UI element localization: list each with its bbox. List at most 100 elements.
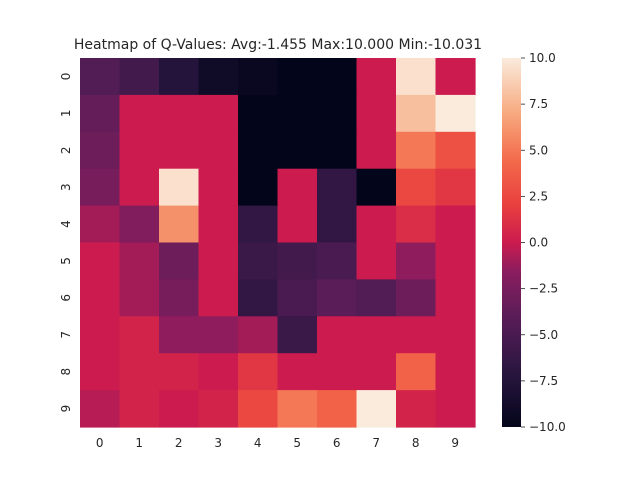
heatmap-cell-r2-c6 xyxy=(317,131,358,170)
heatmap-cell-r7-c9 xyxy=(435,316,476,354)
heatmap-cell-r5-c4 xyxy=(238,242,279,280)
heatmap-cell-r0-c4 xyxy=(238,58,279,96)
y-tick-label: 6 xyxy=(59,294,73,302)
heatmap-cell-r2-c9 xyxy=(435,131,476,170)
y-tick-label: 8 xyxy=(59,368,73,376)
heatmap-cell-r2-c1 xyxy=(119,131,160,170)
heatmap-cell-r0-c6 xyxy=(317,58,358,96)
heatmap-cell-r4-c0 xyxy=(80,205,121,244)
heatmap-cell-r1-c5 xyxy=(277,94,318,133)
heatmap-cell-r0-c9 xyxy=(435,58,476,96)
heatmap-cell-r6-c9 xyxy=(435,279,476,317)
heatmap-cell-r7-c5 xyxy=(277,316,318,354)
heatmap-cell-r8-c2 xyxy=(159,353,200,391)
heatmap-cell-r6-c0 xyxy=(80,279,121,317)
x-tick-label: 0 xyxy=(96,436,104,450)
heatmap-cell-r9-c4 xyxy=(238,390,279,428)
heatmap-cell-r9-c8 xyxy=(396,390,437,428)
heatmap-cell-r7-c3 xyxy=(198,316,239,354)
colorbar xyxy=(502,58,521,427)
heatmap-cell-r8-c4 xyxy=(238,353,279,391)
heatmap-cell-r2-c4 xyxy=(238,131,279,170)
heatmap-cell-r7-c1 xyxy=(119,316,160,354)
heatmap-cell-r6-c1 xyxy=(119,279,160,317)
y-axis-tick-labels: 0 1 2 3 4 5 6 7 8 9 xyxy=(59,73,73,413)
heatmap-cell-r9-c0 xyxy=(80,390,121,428)
colorbar-tick-label: −2.5 xyxy=(529,282,558,296)
heatmap-cell-r1-c2 xyxy=(159,94,200,133)
y-tick-label: 1 xyxy=(59,110,73,118)
heatmap-cell-r4-c9 xyxy=(435,205,476,244)
heatmap-cell-r0-c7 xyxy=(356,58,397,96)
heatmap-cell-r4-c8 xyxy=(396,205,437,244)
heatmap-cell-r3-c7 xyxy=(356,168,397,207)
heatmap-cell-r3-c8 xyxy=(396,168,437,207)
heatmap-cell-r5-c7 xyxy=(356,242,397,280)
heatmap-cell-r9-c6 xyxy=(317,390,358,428)
heatmap-cell-r7-c4 xyxy=(238,316,279,354)
heatmap-cell-r3-c5 xyxy=(277,168,318,207)
heatmap-cell-r9-c1 xyxy=(119,390,160,428)
x-tick-label: 8 xyxy=(412,436,420,450)
heatmap-cell-r6-c3 xyxy=(198,279,239,317)
heatmap-cell-r9-c7 xyxy=(356,390,397,428)
heatmap-cell-r8-c8 xyxy=(396,353,437,391)
heatmap-cell-r2-c5 xyxy=(277,131,318,170)
heatmap-cell-r1-c4 xyxy=(238,94,279,133)
colorbar-tick-label: −7.5 xyxy=(529,374,558,388)
x-tick-label: 9 xyxy=(451,436,459,450)
heatmap-cell-r2-c2 xyxy=(159,131,200,170)
heatmap-cell-r8-c0 xyxy=(80,353,121,391)
heatmap-cell-r3-c2 xyxy=(159,168,200,207)
heatmap-cell-r1-c1 xyxy=(119,94,160,133)
heatmap-cell-r1-c8 xyxy=(396,94,437,133)
x-tick-label: 1 xyxy=(135,436,143,450)
y-tick-label: 9 xyxy=(59,405,73,413)
chart-title: Heatmap of Q-Values: Avg:-1.455 Max:10.0… xyxy=(74,37,482,53)
heatmap-cell-r7-c8 xyxy=(396,316,437,354)
heatmap-cell-r3-c3 xyxy=(198,168,239,207)
heatmap-cell-r3-c9 xyxy=(435,168,476,207)
y-tick-label: 7 xyxy=(59,331,73,339)
colorbar-tick-label: 2.5 xyxy=(529,189,548,203)
colorbar-tick-label: 5.0 xyxy=(529,143,548,157)
y-tick-label: 5 xyxy=(59,257,73,265)
heatmap-cell-r0-c0 xyxy=(80,58,121,96)
heatmap-cell-r3-c1 xyxy=(119,168,160,207)
heatmap-cell-r5-c3 xyxy=(198,242,239,280)
heatmap-cell-r4-c5 xyxy=(277,205,318,244)
y-tick-label: 0 xyxy=(59,73,73,81)
heatmap-cell-r7-c7 xyxy=(356,316,397,354)
heatmap-cell-r3-c4 xyxy=(238,168,279,207)
heatmap-cell-r5-c5 xyxy=(277,242,318,280)
heatmap-cell-r6-c8 xyxy=(396,279,437,317)
heatmap-cell-r1-c6 xyxy=(317,94,358,133)
heatmap-cell-r5-c0 xyxy=(80,242,121,280)
heatmap-cell-r4-c7 xyxy=(356,205,397,244)
heatmap-cell-r5-c6 xyxy=(317,242,358,280)
heatmap-cell-r1-c9 xyxy=(435,94,476,133)
x-tick-label: 4 xyxy=(254,436,262,450)
heatmap-cell-r4-c1 xyxy=(119,205,160,244)
colorbar-tick-label: 0.0 xyxy=(529,236,548,250)
heatmap-cells xyxy=(80,58,476,428)
colorbar-tick-label: 10.0 xyxy=(529,51,556,65)
heatmap-cell-r5-c9 xyxy=(435,242,476,280)
heatmap-cell-r7-c2 xyxy=(159,316,200,354)
heatmap-cell-r8-c6 xyxy=(317,353,358,391)
heatmap-cell-r0-c8 xyxy=(396,58,437,96)
x-tick-label: 6 xyxy=(333,436,341,450)
heatmap-cell-r4-c2 xyxy=(159,205,200,244)
heatmap-cell-r1-c0 xyxy=(80,94,121,133)
heatmap-cell-r0-c3 xyxy=(198,58,239,96)
heatmap-cell-r6-c4 xyxy=(238,279,279,317)
x-tick-label: 2 xyxy=(175,436,183,450)
heatmap-cell-r6-c7 xyxy=(356,279,397,317)
heatmap-cell-r2-c0 xyxy=(80,131,121,170)
heatmap-cell-r4-c3 xyxy=(198,205,239,244)
heatmap-cell-r8-c9 xyxy=(435,353,476,391)
heatmap-cell-r2-c7 xyxy=(356,131,397,170)
heatmap-cell-r3-c6 xyxy=(317,168,358,207)
heatmap-cell-r6-c5 xyxy=(277,279,318,317)
